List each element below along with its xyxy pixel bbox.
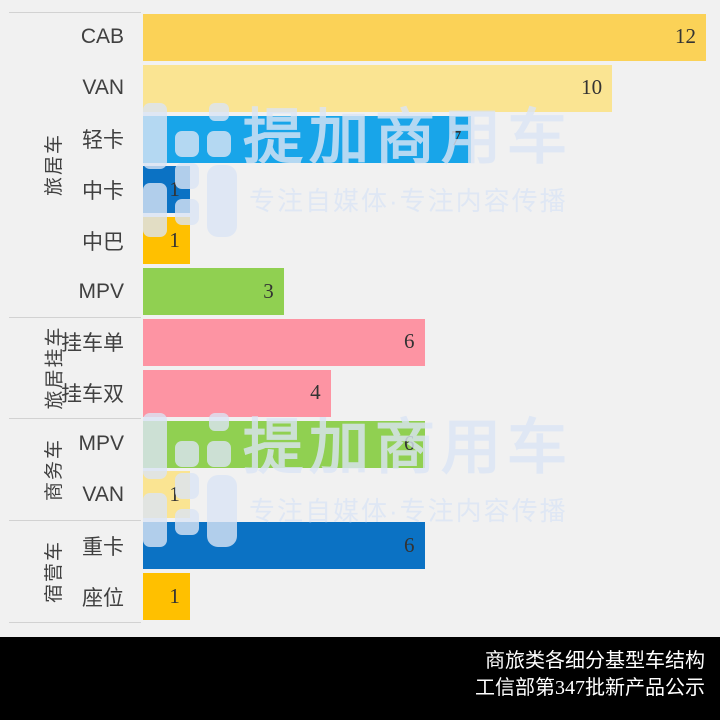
category-label: 轻卡: [82, 129, 124, 153]
bar: 1: [143, 471, 190, 519]
group-separator: [9, 11, 141, 13]
category-label: 重卡: [82, 535, 124, 559]
bar-row: VAN 10: [0, 63, 720, 114]
group-label: 商务车: [10, 419, 96, 521]
bar: 1: [143, 217, 190, 265]
group-separator: [9, 418, 141, 420]
group-label: 旅居挂车: [10, 317, 96, 419]
category-label: 挂车单: [61, 332, 124, 356]
bar-value-label: 1: [169, 481, 180, 506]
bar-value-label: 3: [263, 278, 274, 303]
category-label: CAB: [80, 25, 124, 49]
group-separator: [9, 519, 141, 521]
group-separator: [9, 316, 141, 318]
bar-value-label: 7: [450, 126, 462, 151]
bar-value-label: 1: [169, 176, 180, 201]
bar-value-label: 1: [169, 583, 180, 608]
bar-value-label: 6: [404, 329, 415, 354]
bar-row: 中巴 1: [0, 215, 720, 266]
caption-bar: 商旅类各细分基型车结构 工信部第347批新产品公示: [0, 637, 720, 720]
bar-row: 重卡 6: [0, 520, 720, 571]
bar-value-label: 12: [675, 24, 696, 49]
bar-row: 座位 1: [0, 571, 720, 622]
category-label: MPV: [78, 432, 124, 456]
category-label: MPV: [78, 279, 124, 303]
bar-value-label: 6: [404, 532, 415, 557]
bar-value-label: 10: [581, 75, 603, 100]
bar-row: 挂车双 4: [0, 368, 720, 419]
category-label: 中卡: [82, 179, 124, 203]
bar-row: MPV 6: [0, 419, 720, 470]
bar-row: CAB 12: [0, 12, 720, 63]
category-label: 座位: [82, 586, 124, 610]
bar: 7: [143, 115, 472, 163]
category-label: 中巴: [82, 230, 124, 254]
caption-title: 商旅类各细分基型车结构: [485, 650, 705, 672]
group-label-text: 宿营车: [44, 539, 66, 603]
bar: 10: [143, 64, 613, 112]
group-label: 宿营车: [10, 520, 96, 622]
bar-row: MPV 3: [0, 266, 720, 317]
group-label-text: 商务车: [44, 437, 66, 501]
bar: 6: [143, 420, 425, 468]
bar: 3: [143, 268, 284, 316]
category-label: VAN: [82, 482, 124, 506]
bar-row: 中卡 1: [0, 165, 720, 216]
bar-row: VAN 1: [0, 470, 720, 521]
group-label-text: 旅居挂车: [44, 325, 66, 410]
bar: 1: [143, 166, 190, 214]
bar: 1: [143, 573, 190, 621]
category-label: VAN: [82, 76, 124, 100]
bar-row: 挂车单 6: [0, 317, 720, 368]
caption-source: 工信部第347批新产品公示: [475, 677, 705, 699]
group-separator: [9, 621, 141, 623]
bar: 12: [143, 13, 706, 61]
bar-value-label: 6: [404, 431, 415, 456]
bar: 6: [143, 522, 425, 570]
bar-value-label: 1: [169, 227, 180, 252]
group-label-text: 旅居车: [44, 132, 66, 197]
bar: 4: [143, 369, 331, 417]
bar-row: 轻卡 7: [0, 114, 720, 165]
group-label: 旅居车: [10, 12, 96, 317]
bar-value-label: 4: [310, 380, 321, 405]
bar: 6: [143, 318, 425, 366]
category-label: 挂车双: [61, 383, 124, 407]
